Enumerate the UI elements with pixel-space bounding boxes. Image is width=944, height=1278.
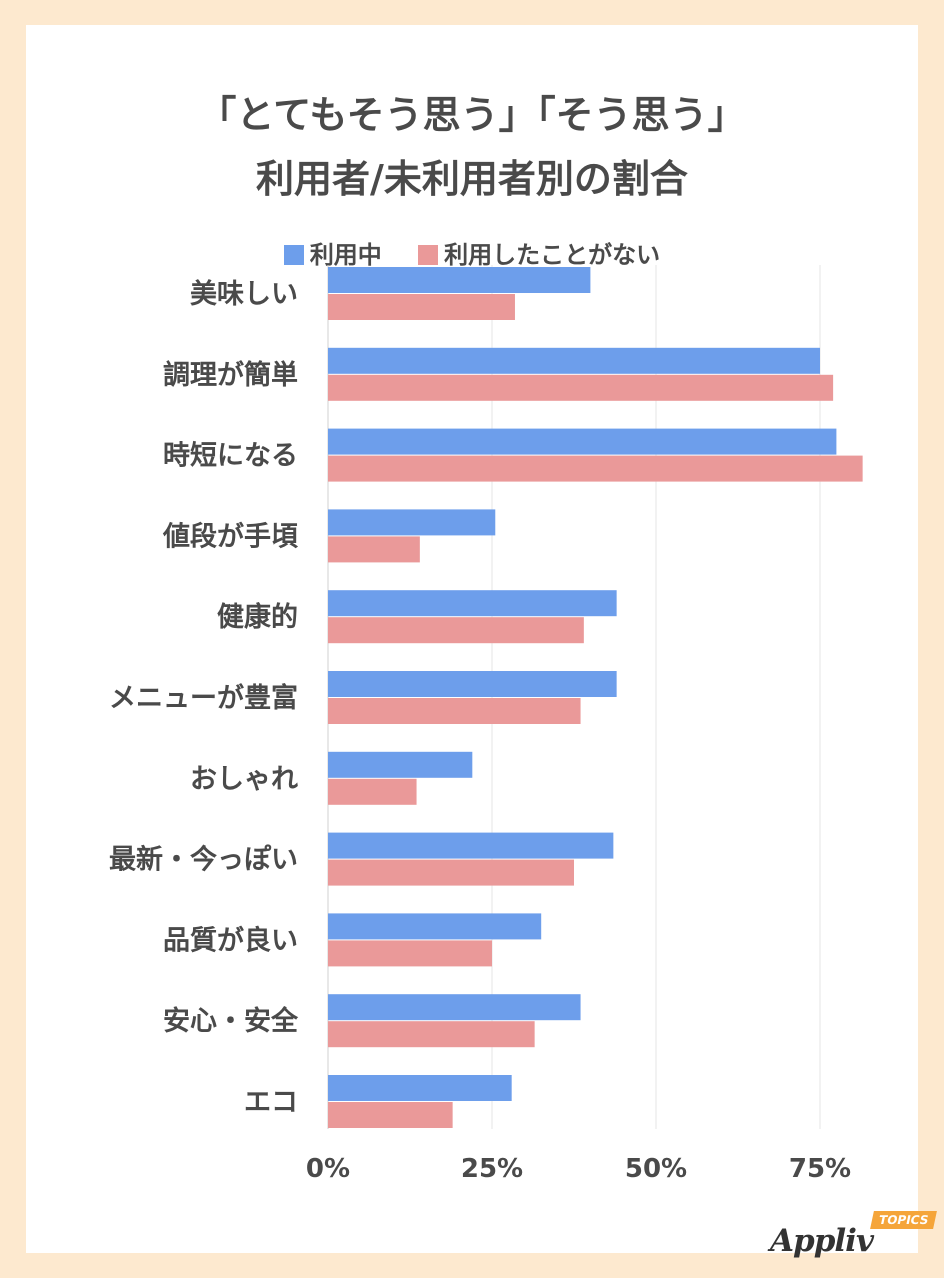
bar-series-1-category-9: [328, 913, 542, 940]
category-label-7: おしゃれ: [190, 764, 298, 795]
legend-item-series-1: 利用中: [283, 235, 382, 270]
chart-legend: 利用中 利用したことがない: [26, 235, 918, 270]
legend-item-series-2: 利用したことがない: [418, 235, 660, 270]
bar-chart: 0% 25% 50% 75% 美味しい調理が簡単時短になる値段が手頃健康的メニューが豊富…: [109, 265, 863, 1184]
category-label-6: メニューが豊富: [109, 682, 298, 714]
legend-swatch-series-2: [418, 245, 439, 265]
bar-series-1-category-7: [328, 751, 473, 778]
bar-series-1-category-5: [328, 590, 617, 617]
chart-title-line-1: 「とてもそう思う」「そう思う」: [198, 93, 746, 137]
chart-title-line-2: 利用者/未利用者別の割合: [256, 157, 688, 201]
category-label-1: 美味しい: [190, 278, 298, 310]
category-label-3: 時短になる: [163, 441, 298, 472]
bar-series-1-category-2: [328, 347, 820, 374]
legend-label-series-2: 利用したことがない: [444, 241, 661, 269]
bar-series-1-category-10: [328, 994, 581, 1021]
bar-series-1-category-8: [328, 832, 614, 859]
bar-series-2-category-1: [328, 294, 515, 320]
category-label-9: 品質が良い: [163, 924, 298, 956]
x-tick-label-0: 0%: [306, 1154, 350, 1184]
chart-card: 「とてもそう思う」「そう思う」 利用者/未利用者別の割合 利用中 利用したことが…: [26, 25, 938, 1259]
chart-title: 「とてもそう思う」「そう思う」 利用者/未利用者別の割合: [26, 83, 918, 211]
legend-swatch-series-1: [283, 245, 304, 265]
bar-series-1-category-11: [328, 1075, 512, 1101]
category-label-2: 調理が簡単: [163, 359, 298, 391]
x-tick-label-50: 50%: [625, 1154, 687, 1184]
category-label-11: エコ: [244, 1087, 298, 1118]
logo-wordmark: Appliv: [770, 1223, 874, 1259]
bar-series-1-category-3: [328, 428, 837, 455]
bar-series-2-category-5: [328, 617, 584, 644]
bar-series-1-category-4: [328, 509, 496, 536]
category-label-5: 健康的: [217, 601, 298, 633]
category-label-4: 値段が手頃: [162, 520, 298, 552]
bar-series-2-category-4: [328, 536, 420, 563]
bar-series-2-category-9: [328, 940, 492, 967]
category-label-10: 安心・安全: [163, 1005, 299, 1037]
appliv-logo: Appliv TOPICS: [770, 1209, 940, 1269]
bar-series-2-category-2: [328, 374, 834, 401]
legend-label-series-1: 利用中: [309, 241, 382, 269]
bar-series-1-category-6: [328, 671, 617, 697]
bar-series-2-category-11: [328, 1102, 453, 1128]
bar-series-2-category-10: [328, 1021, 535, 1048]
bar-series-2-category-7: [328, 778, 417, 805]
x-tick-label-75: 75%: [789, 1154, 851, 1184]
bar-series-2-category-8: [328, 859, 574, 886]
logo-topics-tag: TOPICS: [870, 1211, 938, 1229]
bar-series-2-category-3: [328, 455, 863, 482]
category-label-8: 最新・今っぽい: [109, 844, 298, 876]
x-tick-label-25: 25%: [461, 1154, 523, 1184]
bar-series-1-category-1: [328, 267, 591, 293]
bar-series-2-category-6: [328, 698, 581, 724]
